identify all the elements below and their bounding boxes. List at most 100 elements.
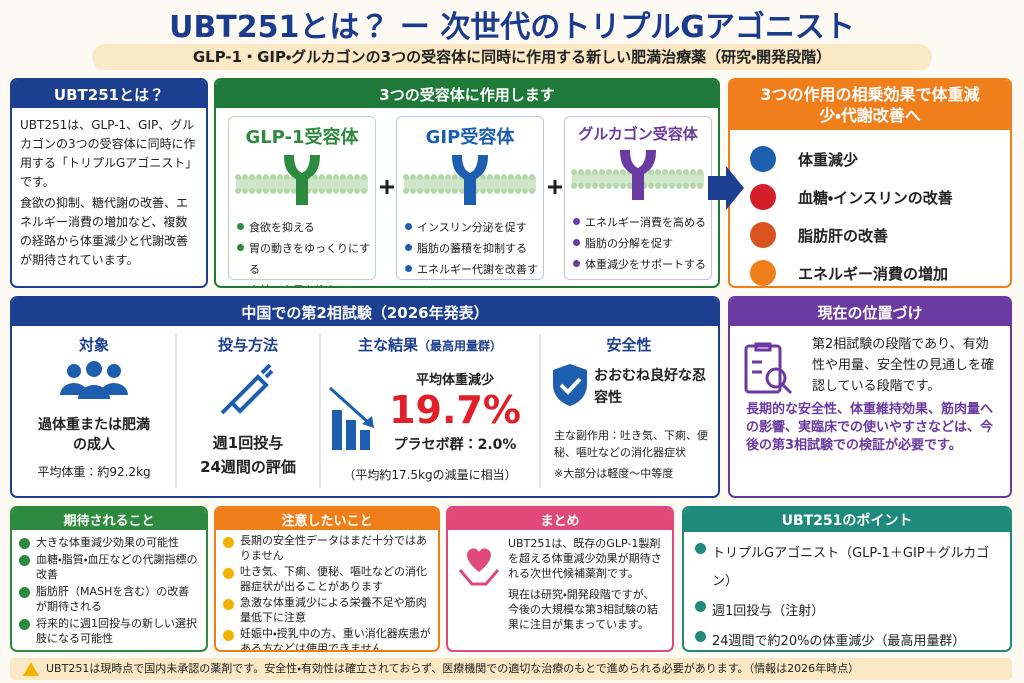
card-title: 3つの作用の相乗効果で体重減少・代謝改善へ	[730, 80, 1010, 130]
list-item: 将来的に週1回投与の新しい選択肢になる可能性	[18, 616, 200, 646]
list-item: 吐き気、下痢、便秘、嘔吐などの消化器症状が出ることがあります	[222, 565, 432, 594]
column-heading: 主な結果	[357, 336, 418, 354]
effect-icon	[750, 146, 776, 172]
point: 血糖の上昇を抑える	[235, 280, 375, 286]
card-title: まとめ	[448, 508, 672, 530]
result-note: （平均約17.5kgの減量に相当）	[343, 468, 517, 482]
list-item: 24週間で約20%の体重減少（最高用量群）	[694, 628, 1000, 650]
shield-icon	[553, 364, 587, 406]
paragraph: 食欲の抑制、糖代謝の改善、エネルギー消費の増加など、複数の経路から体重減少と代謝…	[20, 196, 189, 267]
paragraph: 現在は研究・開発段階ですが、今後の大規模な第3相試験の結果に注目が集まっています…	[508, 588, 658, 631]
list-item: 大きな体重減少効果の可能性	[18, 535, 200, 550]
list-item: 週1回投与（注射）	[694, 598, 1000, 626]
position-emphasis: 長期的な安全性、体重維持効果、筋肉量への影響、実臨床での使いやすさなどは、今後の…	[746, 402, 994, 453]
receptor-name: グルカゴン受容体	[578, 125, 698, 143]
card-title: 中国での第2相試験（2026年発表）	[12, 298, 718, 326]
receptor-points: インスリン分泌を促す脂肪の蓄積を抑制するエネルギー代謝を改善する	[403, 217, 543, 286]
list-item: 長期の安全性データはまだ十分ではありません	[222, 534, 432, 563]
what-is-card: UBT251とは？ UBT251は、GLP-1、GIP、グルカゴンの3つの受容体…	[10, 78, 208, 288]
arrow	[708, 166, 744, 210]
people-icon	[60, 361, 128, 399]
position-card: 現在の位置づけ 第2相試験の段階であり、有効性や用量、安全性の見通しを確認してい…	[728, 296, 1012, 498]
syringe-icon	[220, 363, 274, 415]
effects-card: 3つの作用の相乗効果で体重減少・代謝改善へ 体重減少血糖・インスリンの改善 脂肪肝…	[728, 78, 1012, 288]
receptor-points: 食欲を抑える胃の動きをゆっくりにする血糖の上昇を抑える	[235, 217, 375, 286]
effect-text: 血糖・インスリンの改善	[798, 188, 953, 207]
list-item: 血糖・脂質・血圧などの代謝指標の改善	[18, 552, 200, 582]
effect-item: エネルギー消費の増加	[748, 254, 1010, 286]
effect-item: 体重減少	[748, 140, 1010, 178]
column-heading: 対象	[78, 336, 109, 354]
heart-hands-icon	[458, 548, 500, 586]
clipboard-icon	[744, 342, 793, 395]
safety-note: ※大部分は軽度〜中等度	[554, 467, 674, 480]
expected-card: 期待されること 大きな体重減少効果の可能性血糖・脂質・血圧などの代謝指標の改善脂…	[10, 506, 208, 652]
chart-icon	[328, 386, 374, 450]
effect-item: 血糖・インスリンの改善	[748, 178, 1010, 216]
receptor-icon	[235, 155, 368, 205]
footer-text: UBT251は現時点で国内未承認の薬剤です。安全性・有効性は確立されておらず、医…	[46, 662, 860, 675]
paragraph: UBT251は、既存のGLP-1製剤を超える体重減少効果が期待される次世代候補薬…	[508, 537, 662, 580]
point: エネルギー消費を高める	[571, 212, 711, 233]
card-title: 注意したいこと	[216, 508, 438, 530]
warning-icon	[23, 662, 39, 676]
target-weight: 平均体重：約92.2kg	[37, 465, 151, 479]
title: UBT251とは？ ー 次世代のトリプルGアゴニスト	[169, 10, 855, 45]
receptor-name: GLP-1受容体	[245, 127, 359, 148]
trial-card: 中国での第2相試験（2026年発表） 対象 過体重または肥満の成人 平均体重：約…	[10, 296, 720, 498]
effect-icon	[750, 184, 776, 210]
paragraph: UBT251は、GLP-1、GIP、グルカゴンの3つの受容体に同時に作用する「ト…	[20, 118, 198, 189]
dosing-line: 週1回投与	[212, 434, 284, 452]
subtitle: GLP-1・GIP・グルカゴンの3つの受容体に同時に作用する新しい肥満治療薬（研…	[92, 44, 932, 70]
points-card: UBT251のポイント トリプルGアゴニスト（GLP-1＋GIP＋グルカゴン）週…	[682, 506, 1012, 652]
point: 胃の動きをゆっくりにする	[235, 238, 375, 280]
receptor-card: GIP受容体インスリン分泌を促す脂肪の蓄積を抑制するエネルギー代謝を改善する	[396, 116, 544, 286]
point: 体重減少をサポートする	[571, 254, 711, 275]
point: 食欲を抑える	[235, 217, 375, 238]
point: インスリン分泌を促す	[403, 217, 543, 238]
effect-text: 体重減少	[798, 150, 859, 169]
list-item: 急激な体重減少による栄養不足や筋肉量低下に注意	[222, 596, 432, 625]
card-title: 現在の位置づけ	[730, 298, 1010, 326]
dosing-column: 投与方法 週1回投与 24週間の評価	[176, 334, 320, 479]
effect-text: 脂肪肝の改善	[798, 226, 889, 245]
receptors-card: 3つの受容体に作用します GLP-1受容体食欲を抑える胃の動きをゆっくりにする血…	[214, 78, 720, 288]
results-column: 主な結果（最高用量群） 平均体重減少 19.7% プラセボ群：2.0% （平均約…	[320, 334, 540, 483]
point: エネルギー代謝を改善する	[403, 259, 543, 286]
dosing-line: 24週間の評価	[200, 458, 296, 476]
card-title: 期待されること	[12, 508, 206, 530]
cautions-card: 注意したいこと 長期の安全性データはまだ十分ではありません 吐き気、下痢、便秘、嘔…	[214, 506, 440, 652]
receptor-card: GLP-1受容体食欲を抑える胃の動きをゆっくりにする血糖の上昇を抑える	[228, 116, 376, 286]
result-label: 平均体重減少	[415, 373, 494, 388]
list-item: 脂肪肝（MASHを含む）の改善が期待される	[18, 584, 200, 614]
target-text: 過体重または肥満の成人	[38, 417, 150, 453]
plus-signs	[380, 180, 562, 194]
effect-text: エネルギー消費の増加	[798, 264, 949, 283]
list-item: トリプルGアゴニスト（GLP-1＋GIP＋グルカゴン）	[694, 540, 1000, 596]
receptor-icon	[403, 155, 536, 205]
safety-text: おおむね良好な忍容性	[594, 368, 706, 406]
card-body: UBT251は、GLP-1、GIP、グルカゴンの3つの受容体に同時に作用する「ト…	[12, 108, 206, 278]
column-subheading: （最高用量群）	[418, 339, 503, 353]
card-title: UBT251とは？	[12, 80, 206, 108]
point: 脂肪の分解を促す	[571, 233, 711, 254]
effect-icon	[750, 260, 776, 286]
point: 脂肪の蓄積を抑制する	[403, 238, 543, 259]
card-title: 3つの受容体に作用します	[216, 80, 718, 108]
effect-item: 脂肪肝の改善	[748, 216, 1010, 254]
receptor-name: GIP受容体	[425, 127, 515, 148]
summary-card: まとめ UBT251は、既存のGLP-1製剤を超える体重減少効果が期待される次世…	[446, 506, 674, 652]
side-effects: 主な副作用：吐き気、下痢、便秘、嘔吐などの消化器症状	[554, 429, 708, 459]
receptor-card: グルカゴン受容体 エネルギー消費を高める 脂肪の分解を促す 体重減少をサポートする	[564, 116, 712, 280]
column-heading: 投与方法	[217, 336, 278, 354]
list-item: 妊娠中・授乳中の方、重い消化器疾患がある方などは使用できません	[222, 627, 432, 650]
dividers	[175, 334, 541, 488]
safety-column: 安全性 おおむね良好な忍容性 主な副作用：吐き気、下痢、便秘、嘔吐などの消化器症…	[540, 334, 718, 481]
result-value: 19.7%	[389, 388, 521, 432]
position-text: 第2相試験の段階であり、有効性や用量、安全性の見通しを確認している段階です。	[812, 337, 995, 394]
receptor-points: エネルギー消費を高める 脂肪の分解を促す 体重減少をサポートする	[571, 212, 711, 275]
target-column: 対象 過体重または肥満の成人 平均体重：約92.2kg	[12, 334, 176, 480]
placebo: プラセボ群：2.0%	[393, 437, 517, 453]
effect-icon	[750, 222, 776, 248]
